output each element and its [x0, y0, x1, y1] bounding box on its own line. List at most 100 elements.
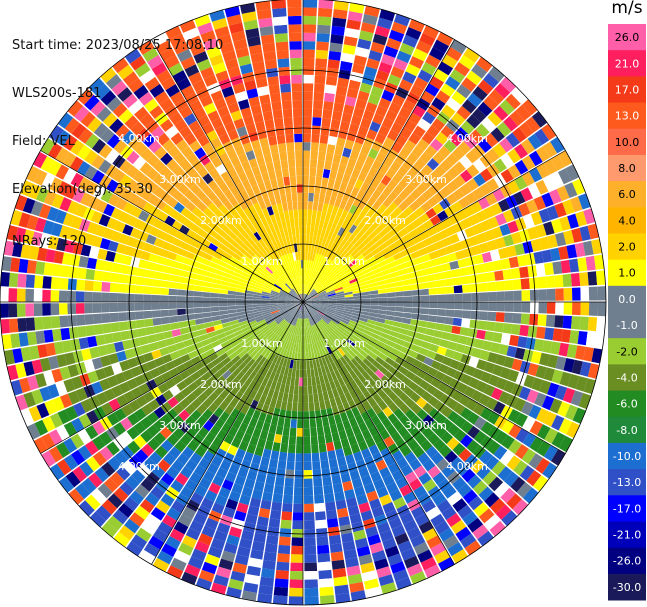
- velocity-cell: [349, 320, 358, 326]
- velocity-cell: [304, 554, 317, 563]
- velocity-cell: [185, 92, 199, 106]
- velocity-cell: [296, 436, 303, 446]
- velocity-cell: [318, 151, 326, 161]
- velocity-cell: [33, 169, 48, 186]
- velocity-cell: [350, 115, 362, 126]
- velocity-cell: [122, 460, 137, 475]
- velocity-cell: [274, 33, 288, 43]
- velocity-cell: [451, 90, 467, 105]
- velocity-cell: [309, 326, 314, 335]
- velocity-cell: [271, 101, 282, 111]
- velocity-cell: [262, 289, 271, 294]
- velocity-cell: [205, 247, 216, 257]
- velocity-cell: [320, 126, 330, 136]
- velocity-cell: [316, 33, 330, 43]
- velocity-cell: [106, 96, 122, 112]
- velocity-cell: [113, 139, 127, 154]
- velocity-cell: [75, 362, 87, 375]
- velocity-cell: [215, 348, 226, 357]
- velocity-cell: [259, 576, 274, 587]
- velocity-cell: [231, 355, 241, 364]
- velocity-cell: [260, 302, 270, 305]
- velocity-cell: [307, 251, 311, 261]
- velocity-cell: [230, 377, 240, 387]
- velocity-cell: [57, 112, 74, 129]
- velocity-cell: [292, 334, 296, 344]
- velocity-cell: [236, 411, 246, 422]
- velocity-cell: [226, 14, 242, 26]
- velocity-cell: [387, 553, 403, 566]
- velocity-cell: [378, 97, 391, 110]
- velocity-cell: [431, 118, 446, 132]
- velocity-cell: [544, 428, 558, 444]
- velocity-cell: [185, 302, 194, 309]
- velocity-cell: [316, 341, 322, 350]
- velocity-cell: [410, 277, 420, 285]
- velocity-cell: [367, 319, 377, 325]
- velocity-cell: [300, 344, 303, 353]
- velocity-cell: [122, 339, 133, 350]
- velocity-cell: [459, 155, 473, 169]
- velocity-cell: [212, 17, 228, 30]
- velocity-cell: [471, 244, 482, 256]
- velocity-cell: [281, 168, 290, 178]
- velocity-cell: [352, 197, 362, 207]
- velocity-cell: [303, 192, 309, 202]
- velocity-cell: [401, 159, 414, 171]
- velocity-cell: [356, 242, 366, 251]
- velocity-cell: [352, 289, 362, 294]
- velocity-cell: [268, 343, 276, 352]
- velocity-cell: [385, 282, 395, 289]
- velocity-cell: [106, 412, 120, 426]
- velocity-cell: [179, 327, 190, 335]
- velocity-cell: [253, 308, 262, 313]
- velocity-cell: [368, 50, 383, 62]
- velocity-cell: [275, 239, 282, 249]
- velocity-cell: [360, 510, 374, 522]
- velocity-cell: [238, 440, 249, 452]
- velocity-cell: [218, 193, 229, 204]
- velocity-cell: [99, 416, 113, 431]
- velocity-cell: [583, 346, 594, 362]
- velocity-cell: [362, 213, 372, 224]
- velocity-cell: [362, 400, 372, 411]
- velocity-cell: [423, 334, 434, 343]
- velocity-cell: [286, 142, 295, 152]
- velocity-cell: [351, 286, 361, 292]
- velocity-cell: [332, 9, 348, 20]
- velocity-cell: [161, 543, 177, 557]
- velocity-cell: [221, 356, 231, 366]
- velocity-cell: [353, 344, 362, 353]
- velocity-cell: [289, 218, 295, 228]
- velocity-cell: [423, 373, 435, 384]
- velocity-cell: [55, 381, 68, 396]
- velocity-cell: [330, 252, 338, 261]
- velocity-cell: [303, 125, 312, 134]
- velocity-cell: [461, 318, 471, 328]
- velocity-cell: [445, 286, 455, 294]
- velocity-cell: [279, 211, 286, 221]
- velocity-cell: [340, 229, 349, 239]
- velocity-cell: [453, 402, 466, 415]
- velocity-cell: [469, 274, 479, 284]
- velocity-cell: [451, 201, 463, 213]
- velocity-cell: [280, 83, 291, 93]
- velocity-cell: [255, 265, 264, 273]
- velocity-cell: [211, 156, 223, 168]
- velocity-cell: [575, 376, 588, 392]
- velocity-cell: [165, 337, 175, 347]
- velocity-cell: [245, 287, 255, 292]
- velocity-cell: [412, 445, 425, 458]
- velocity-cell: [293, 243, 298, 253]
- velocity-cell: [294, 260, 298, 270]
- velocity-cell: [261, 305, 270, 309]
- velocity-cell: [262, 448, 272, 459]
- velocity-cell: [372, 360, 382, 370]
- velocity-cell: [395, 438, 407, 450]
- velocity-cell: [483, 95, 499, 111]
- velocity-cell: [119, 321, 129, 331]
- velocity-cell: [355, 414, 365, 425]
- velocity-cell: [462, 284, 472, 293]
- velocity-cell: [199, 438, 212, 451]
- velocity-cell: [303, 91, 313, 101]
